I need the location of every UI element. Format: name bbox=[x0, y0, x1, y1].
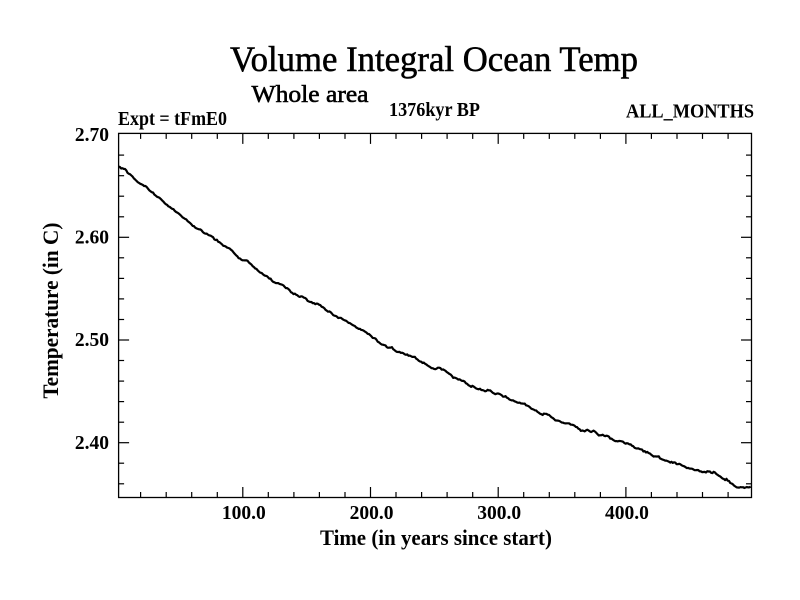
svg-text:Whole area: Whole area bbox=[252, 82, 369, 108]
svg-text:1376kyr BP: 1376kyr BP bbox=[389, 99, 480, 121]
svg-text:Time (in years since start): Time (in years since start) bbox=[320, 525, 552, 550]
svg-text:2.60: 2.60 bbox=[75, 228, 109, 249]
svg-text:2.70: 2.70 bbox=[75, 125, 109, 146]
svg-text:200.0: 200.0 bbox=[350, 503, 394, 524]
svg-text:Expt = tFmE0: Expt = tFmE0 bbox=[118, 108, 227, 130]
svg-text:100.0: 100.0 bbox=[222, 503, 266, 524]
svg-text:400.0: 400.0 bbox=[605, 503, 649, 524]
svg-text:2.50: 2.50 bbox=[75, 330, 109, 351]
svg-text:Volume Integral Ocean Temp: Volume Integral Ocean Temp bbox=[230, 39, 638, 79]
svg-text:2.40: 2.40 bbox=[75, 433, 109, 454]
svg-text:300.0: 300.0 bbox=[477, 503, 521, 524]
svg-text:ALL_MONTHS: ALL_MONTHS bbox=[626, 101, 754, 123]
svg-text:Temperature (in C): Temperature (in C) bbox=[38, 223, 63, 399]
